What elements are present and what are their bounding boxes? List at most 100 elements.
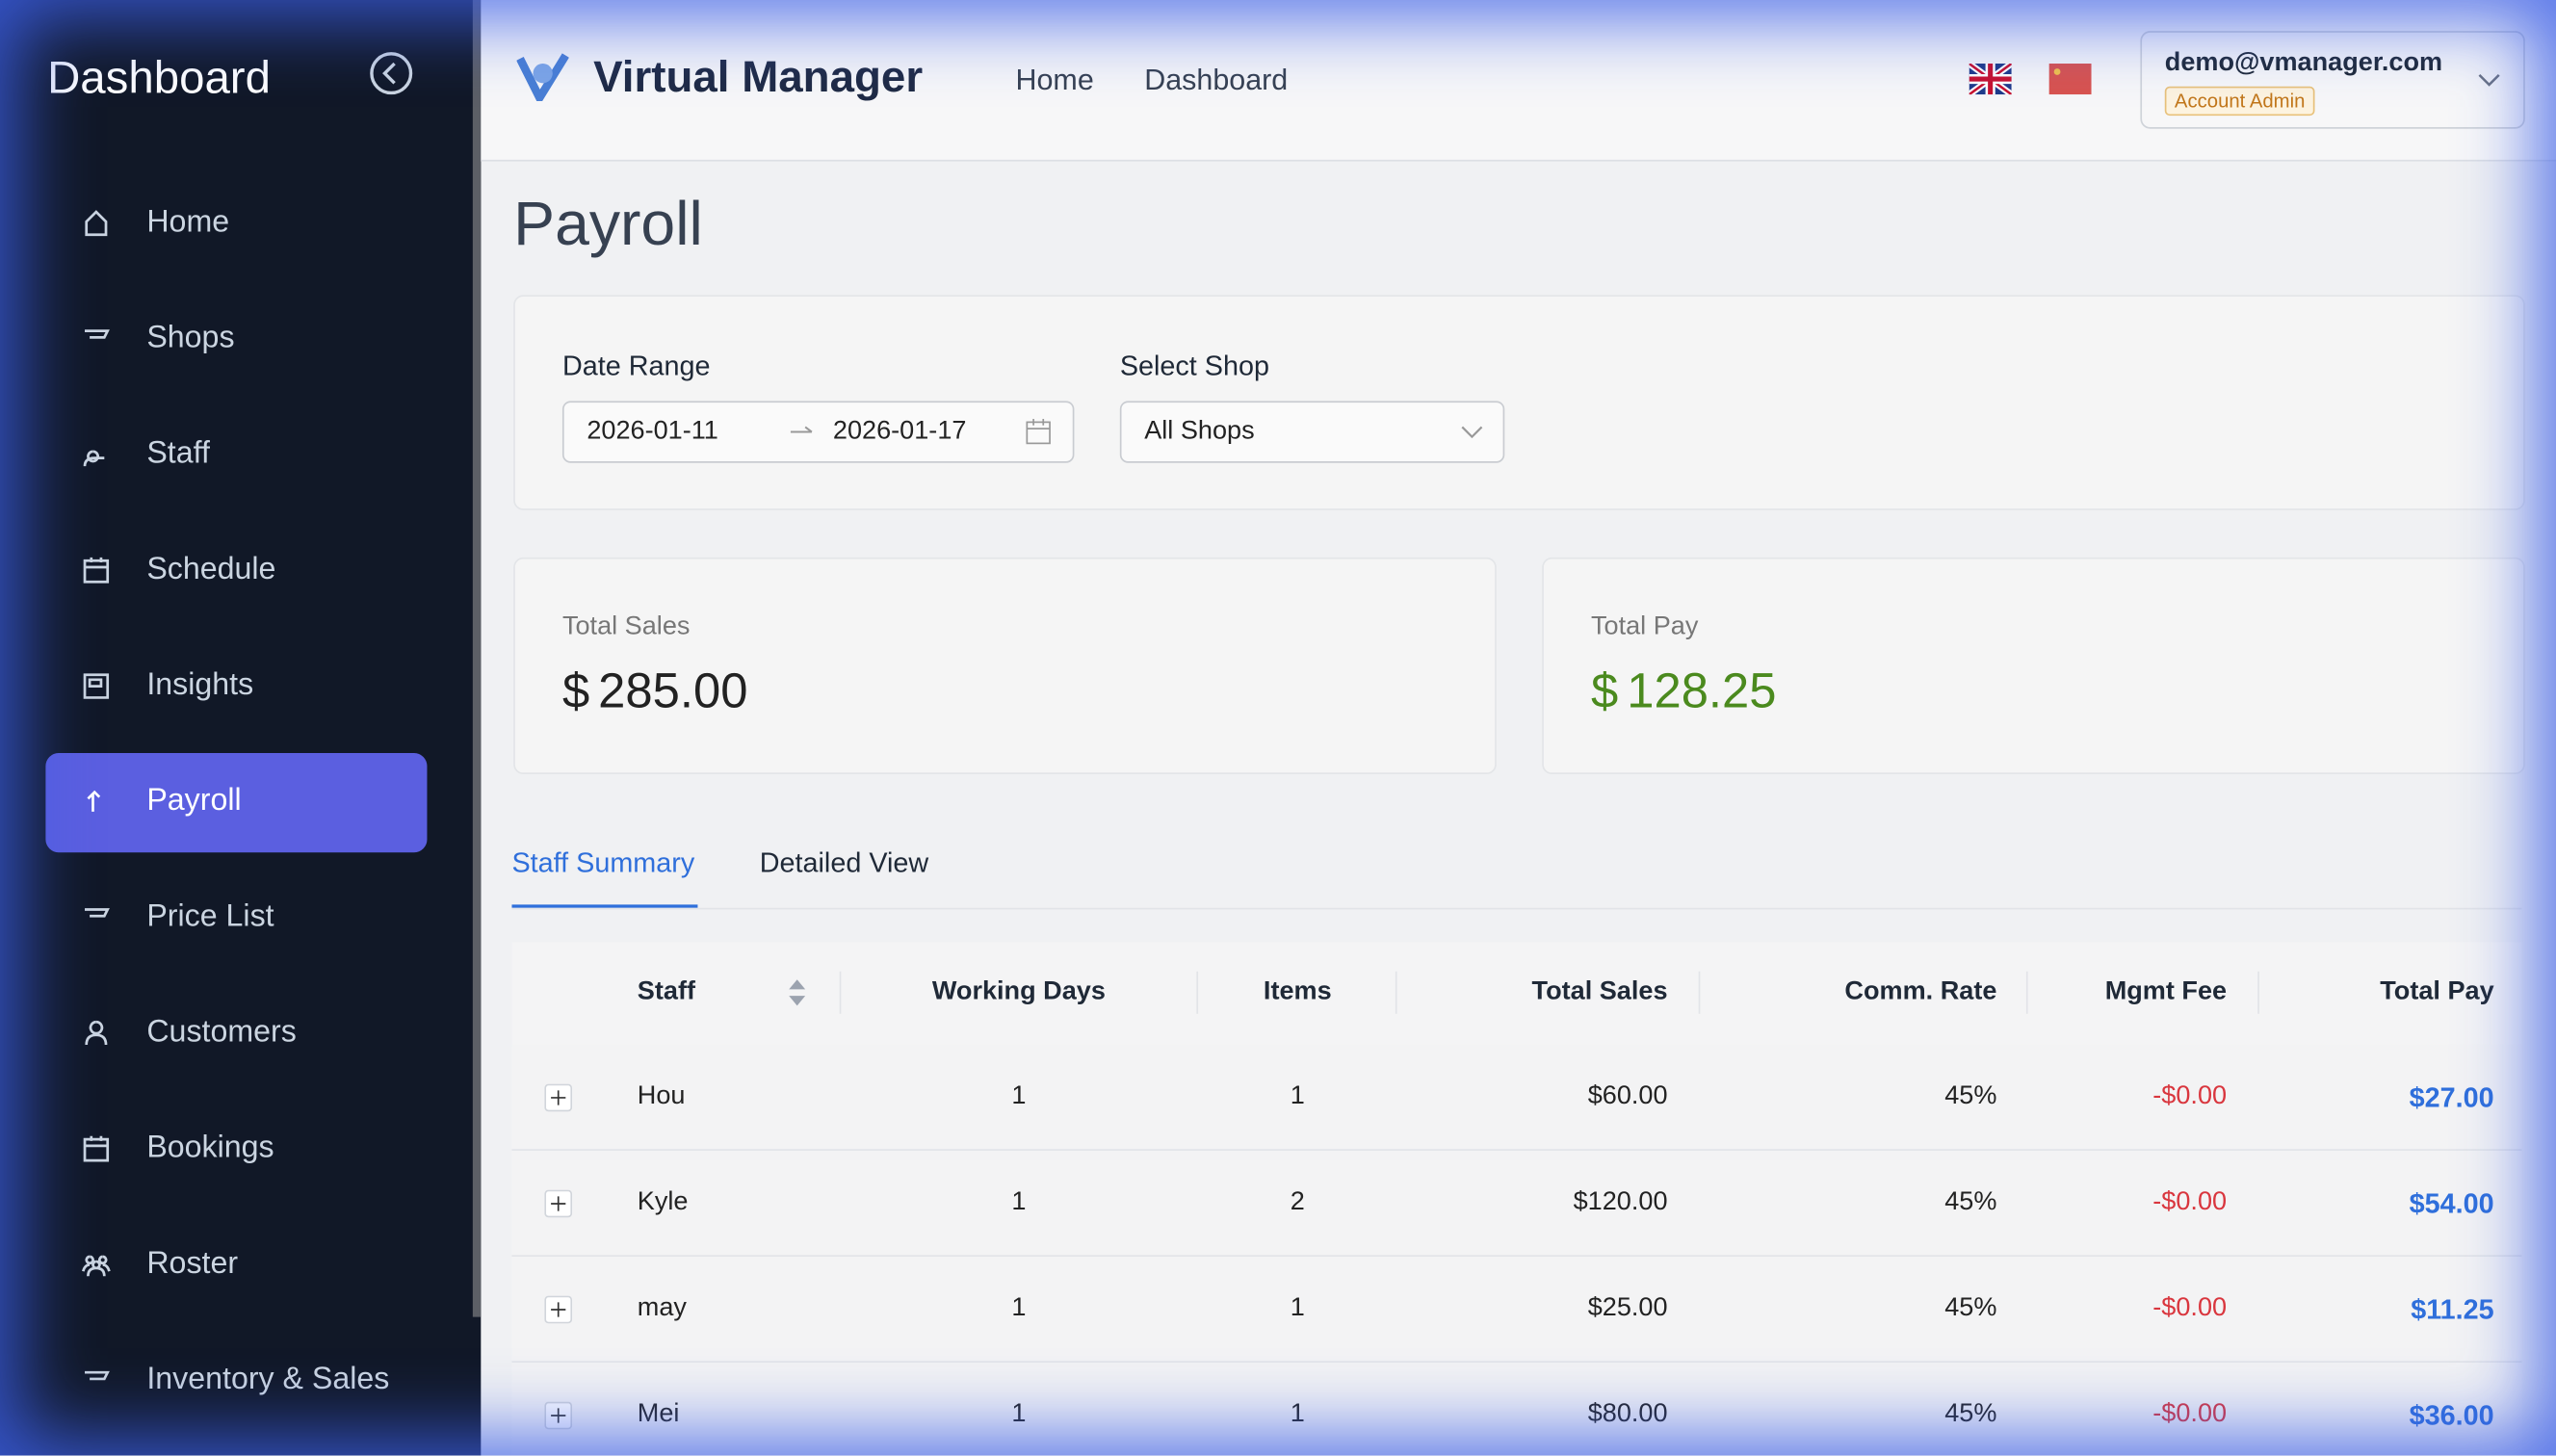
table-cell: 1 — [1011, 1081, 1027, 1110]
sidebar-item[interactable]: Insights — [45, 637, 427, 737]
sidebar-item[interactable]: Shops — [45, 290, 427, 389]
nav-label: Customers — [146, 1015, 297, 1051]
nav-icon — [83, 450, 105, 467]
chevron — [1461, 426, 1483, 439]
brand: Virtual Manager — [593, 52, 924, 101]
filter-label: Select Shop — [1119, 350, 1270, 382]
scrollbar — [472, 0, 482, 1317]
date-range-input[interactable]: 2026-01-11 2026-01-17 — [561, 401, 1075, 463]
nav-icon — [83, 557, 110, 584]
user-email: demo@vmanager.com — [2164, 48, 2443, 77]
nav-label: Insights — [146, 667, 254, 703]
tab-divider — [511, 907, 2522, 910]
expand-button[interactable] — [544, 1295, 573, 1332]
page-title: Payroll — [513, 191, 703, 260]
nav-link[interactable]: Dashboard — [1144, 64, 1289, 96]
header-separator — [1395, 971, 1397, 1014]
summary-label: Total Pay — [1590, 612, 1699, 641]
sidebar-item[interactable]: Bookings — [45, 1101, 427, 1200]
logo — [516, 53, 569, 101]
summary-value: 128.25 — [1627, 664, 1777, 719]
summary-card: Total Pay $128.25 — [1542, 557, 2525, 774]
sidebar-item[interactable]: Inventory & Sales — [45, 1332, 427, 1431]
table-cell: -$0.00 — [2152, 1293, 2228, 1322]
filter-card: Date Range 2026-01-11 2026-01-17 Select … — [513, 295, 2525, 510]
nav-icon — [85, 210, 108, 237]
table-row — [511, 1256, 2522, 1364]
table-cell: -$0.00 — [2152, 1081, 2228, 1110]
nav-icon — [82, 1255, 111, 1277]
calendar-icon — [1026, 418, 1051, 445]
nav-icon — [85, 329, 110, 339]
nav-label: Schedule — [146, 552, 276, 587]
table-cell: $25.00 — [1587, 1293, 1668, 1322]
shop-select[interactable]: All Shops — [1119, 401, 1505, 463]
user-menu[interactable]: demo@vmanager.com Account Admin — [2140, 31, 2525, 129]
flag-cn[interactable] — [2048, 64, 2092, 95]
sort-icon[interactable] — [788, 978, 807, 1016]
filter-label: Date Range — [561, 350, 711, 382]
sidebar-item[interactable]: Customers — [45, 984, 427, 1083]
nav-label: Home — [146, 205, 230, 240]
table-cell: $120.00 — [1573, 1187, 1668, 1216]
summary-value: 285.00 — [598, 664, 748, 719]
column-header: Comm. Rate — [1844, 977, 1997, 1006]
expand-button[interactable] — [544, 1189, 573, 1226]
tab[interactable]: Detailed View — [759, 847, 929, 879]
nav-icon — [85, 1370, 110, 1381]
table-cell: may — [637, 1293, 687, 1322]
header-separator — [839, 971, 842, 1014]
header-separator — [1698, 971, 1701, 1014]
date-start: 2026-01-11 — [587, 417, 718, 446]
table-cell: -$0.00 — [2152, 1399, 2228, 1428]
nav-label: Bookings — [146, 1131, 274, 1166]
sidebar-item[interactable]: Schedule — [45, 522, 427, 621]
table-cell: 1 — [1290, 1399, 1305, 1428]
sidebar-item[interactable]: Staff — [45, 405, 427, 505]
table-cell: $36.00 — [2409, 1399, 2494, 1432]
date-end: 2026-01-17 — [832, 417, 967, 446]
table-cell: $80.00 — [1587, 1399, 1668, 1428]
table-cell: 45% — [1944, 1399, 1997, 1428]
nav-icon — [87, 790, 101, 812]
table-cell: 2 — [1290, 1187, 1305, 1216]
nav-label: Payroll — [146, 784, 242, 819]
table-cell: 1 — [1011, 1399, 1027, 1428]
collapse-button[interactable] — [369, 50, 414, 95]
expand-button[interactable] — [544, 1083, 573, 1120]
shop-value: All Shops — [1144, 417, 1255, 446]
user-role: Account Admin — [2164, 86, 2315, 117]
column-header: Total Sales — [1531, 977, 1668, 1006]
expand-button[interactable] — [544, 1401, 573, 1438]
sidebar-item[interactable]: Roster — [45, 1216, 427, 1315]
table-row — [511, 1363, 2522, 1456]
column-header: Working Days — [931, 977, 1106, 1006]
table-cell: Hou — [637, 1081, 686, 1110]
table-header-row — [511, 942, 2522, 1047]
tab[interactable]: Staff Summary — [511, 847, 695, 879]
summary-currency: $ — [561, 664, 590, 719]
table-cell: $54.00 — [2409, 1187, 2494, 1220]
flag-en[interactable] — [1969, 64, 2012, 95]
table-cell: 1 — [1011, 1293, 1027, 1322]
sidebar-item[interactable]: Home — [45, 174, 427, 273]
nav-link[interactable]: Home — [1015, 64, 1094, 96]
table-cell: 45% — [1944, 1081, 1997, 1110]
header-separator — [2257, 971, 2259, 1014]
table-cell: 45% — [1944, 1293, 1997, 1322]
chevron — [2478, 73, 2500, 87]
nav-icon — [83, 673, 110, 699]
table-cell: 45% — [1944, 1187, 1997, 1216]
nav-label: Inventory & Sales — [146, 1363, 390, 1397]
nav-icon — [85, 1020, 108, 1046]
table-row — [511, 1044, 2522, 1151]
column-header: Mgmt Fee — [2104, 977, 2228, 1006]
nav-icon — [83, 1135, 110, 1162]
table-cell: $27.00 — [2409, 1081, 2494, 1114]
header-separator — [1196, 971, 1199, 1014]
summary-currency: $ — [1590, 664, 1619, 719]
sidebar-item[interactable]: Payroll — [45, 752, 428, 853]
sidebar-item[interactable]: Price List — [45, 869, 427, 968]
